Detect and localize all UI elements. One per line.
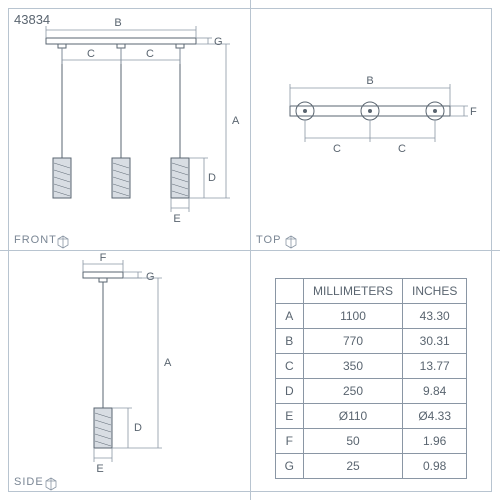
svg-text:F: F [470,106,477,118]
table-row: EØ110Ø4.33 [275,404,467,429]
table-header-row: MILLIMETERS INCHES [275,279,467,304]
top-label: TOP [256,234,281,246]
dim-mm: 350 [303,354,402,379]
svg-text:B: B [366,75,373,87]
dim-label: B [275,329,303,354]
table-row: F501.96 [275,429,467,454]
dim-label: G [275,454,303,479]
dim-in: 30.31 [403,329,467,354]
svg-text:B: B [114,17,121,29]
dim-in: Ø4.33 [403,404,467,429]
top-view-panel: B C C F TOP [250,8,492,250]
svg-text:E: E [173,213,180,225]
dimensions-table-panel: MILLIMETERS INCHES A110043.30B77030.31C3… [250,250,492,492]
dim-in: 1.96 [403,429,467,454]
dim-mm: 1100 [303,304,402,329]
col-in: INCHES [403,279,467,304]
side-view-panel: F G A D E SIDE [8,250,250,492]
table-row: A110043.30 [275,304,467,329]
dim-mm: 770 [303,329,402,354]
svg-text:C: C [333,143,341,155]
dim-label: D [275,379,303,404]
svg-text:C: C [146,48,154,60]
dim-in: 13.77 [403,354,467,379]
svg-text:A: A [164,357,172,369]
front-view-drawing: B C C A G D [8,8,250,250]
col-blank [275,279,303,304]
table-row: D2509.84 [275,379,467,404]
table-row: C35013.77 [275,354,467,379]
svg-text:F: F [100,252,107,264]
dim-mm: 50 [303,429,402,454]
dim-label: E [275,404,303,429]
svg-text:C: C [87,48,95,60]
dim-label: C [275,354,303,379]
side-view-drawing: F G A D E [8,250,250,492]
dim-label: F [275,429,303,454]
product-id: 43834 [14,12,50,27]
dim-label: A [275,304,303,329]
table-row: G250.98 [275,454,467,479]
col-mm: MILLIMETERS [303,279,402,304]
front-label: FRONT [14,234,57,246]
side-label: SIDE [14,476,44,488]
svg-text:G: G [146,271,155,283]
svg-text:E: E [96,463,103,475]
svg-text:D: D [134,422,142,434]
top-view-drawing: B C C F [250,8,492,250]
svg-text:C: C [398,143,406,155]
dim-in: 9.84 [403,379,467,404]
dimensions-table: MILLIMETERS INCHES A110043.30B77030.31C3… [275,278,468,479]
dim-mm: 25 [303,454,402,479]
dim-in: 0.98 [403,454,467,479]
dim-mm: Ø110 [303,404,402,429]
front-view-panel: 43834 B [8,8,250,250]
svg-text:G: G [214,36,223,48]
table-row: B77030.31 [275,329,467,354]
svg-text:D: D [208,172,216,184]
dim-mm: 250 [303,379,402,404]
dim-in: 43.30 [403,304,467,329]
svg-text:A: A [232,115,240,127]
